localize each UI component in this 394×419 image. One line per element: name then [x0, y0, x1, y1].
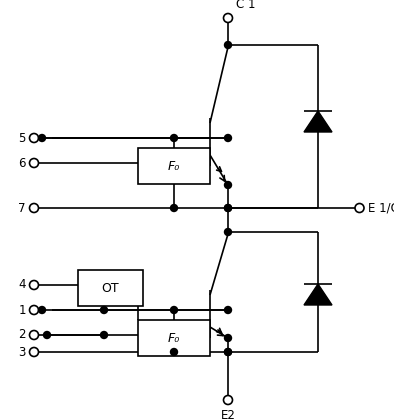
- Circle shape: [30, 331, 39, 339]
- Circle shape: [30, 134, 39, 142]
- Bar: [138, 148, 210, 184]
- Text: 2: 2: [19, 328, 26, 341]
- Circle shape: [223, 13, 232, 23]
- Polygon shape: [304, 111, 332, 132]
- Text: 1: 1: [19, 303, 26, 316]
- Text: OT: OT: [102, 282, 119, 295]
- Circle shape: [100, 307, 108, 313]
- Circle shape: [225, 349, 232, 355]
- Circle shape: [171, 349, 178, 355]
- Text: 7: 7: [19, 202, 26, 215]
- Bar: [78, 270, 143, 306]
- Circle shape: [30, 204, 39, 212]
- Circle shape: [225, 41, 232, 49]
- Circle shape: [225, 181, 232, 189]
- Circle shape: [223, 396, 232, 404]
- Circle shape: [355, 204, 364, 212]
- Text: E 1/C2: E 1/C2: [368, 202, 394, 215]
- Circle shape: [225, 307, 232, 313]
- Circle shape: [225, 134, 232, 142]
- Circle shape: [43, 331, 50, 339]
- Circle shape: [171, 307, 178, 313]
- Text: C 1: C 1: [236, 0, 255, 11]
- Circle shape: [30, 158, 39, 168]
- Circle shape: [39, 134, 45, 142]
- Circle shape: [30, 280, 39, 290]
- Circle shape: [225, 334, 232, 341]
- Circle shape: [100, 331, 108, 339]
- Circle shape: [171, 204, 178, 212]
- Circle shape: [225, 204, 232, 212]
- Text: 6: 6: [19, 157, 26, 170]
- Bar: [138, 320, 210, 356]
- Circle shape: [225, 228, 232, 235]
- Circle shape: [171, 134, 178, 142]
- Text: 3: 3: [19, 346, 26, 359]
- Text: E2: E2: [221, 409, 236, 419]
- Text: F₀: F₀: [168, 331, 180, 344]
- Circle shape: [30, 347, 39, 357]
- Circle shape: [39, 307, 45, 313]
- Circle shape: [30, 305, 39, 315]
- Text: 5: 5: [19, 132, 26, 145]
- Polygon shape: [304, 284, 332, 305]
- Circle shape: [225, 204, 232, 212]
- Text: 4: 4: [19, 279, 26, 292]
- Text: F₀: F₀: [168, 160, 180, 173]
- Circle shape: [225, 349, 232, 355]
